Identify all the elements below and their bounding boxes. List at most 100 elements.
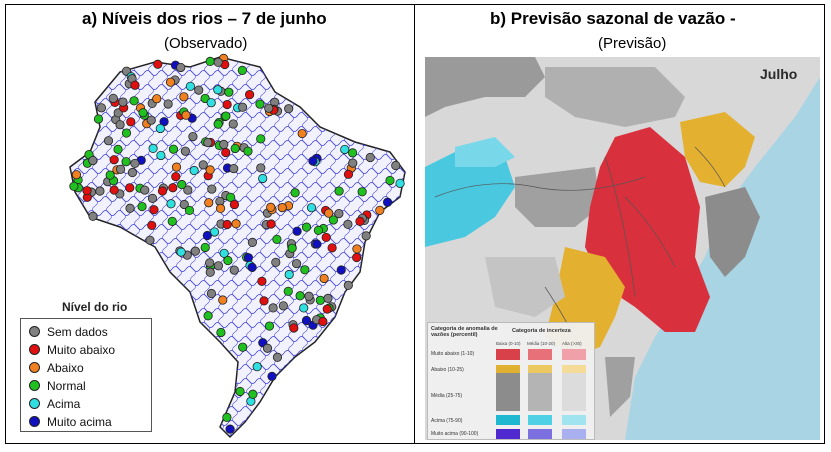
gauge-station-dot: [312, 239, 322, 249]
gauge-station-dot: [203, 311, 213, 321]
gauge-station-dot: [306, 203, 317, 213]
legend-swatch: [29, 344, 40, 355]
gauge-station-dot: [109, 185, 119, 195]
gauge-station-dot: [82, 186, 92, 196]
gauge-station-dot: [266, 202, 276, 212]
month-label: Julho: [760, 66, 798, 82]
gauge-station-dot: [148, 143, 158, 153]
region-above-west: [425, 147, 515, 247]
gauge-station-dot: [357, 187, 367, 197]
gauge-station-dot: [108, 93, 118, 103]
gauge-station-dot: [237, 65, 247, 75]
panel-divider: [414, 4, 415, 444]
gauge-station-dot: [204, 198, 214, 208]
gauge-station-dot: [361, 231, 371, 241]
panel-a-subtitle: (Observado): [164, 35, 248, 52]
gauge-station-dot: [127, 167, 138, 178]
gauge-station-dot: [88, 211, 98, 221]
legend-b: Categoria de anomalia de vazões (percent…: [427, 322, 595, 440]
legend-b-swatch: [528, 429, 552, 439]
gauge-station-dot: [395, 178, 405, 188]
region-grey-east: [705, 187, 760, 277]
region-grey-north: [425, 57, 545, 117]
gauge-station-dot: [155, 123, 165, 134]
gauge-station-dot: [318, 316, 328, 327]
legend-b-swatch: [496, 415, 520, 425]
gauge-station-dot: [202, 230, 212, 241]
legend-b-row-label: Muito acima (90-100): [431, 431, 479, 437]
gauge-station-dot: [283, 286, 293, 296]
legend-b-swatch: [528, 365, 552, 376]
legend-b-swatch: [528, 349, 552, 360]
legend-swatch: [29, 398, 40, 409]
gauge-station-dot: [297, 128, 307, 139]
gauge-station-dot: [259, 296, 269, 306]
gauge-station-dot: [103, 136, 114, 146]
legend-b-swatch: [562, 429, 586, 439]
gauge-station-dot: [176, 247, 186, 257]
legend-swatch: [29, 416, 40, 427]
legend-b-swatch: [496, 373, 520, 411]
gauge-station-dot: [315, 295, 325, 305]
gauge-station-dot: [382, 197, 393, 207]
gauge-station-dot: [225, 424, 235, 434]
gauge-station-dot: [391, 160, 401, 171]
gauge-station-dot: [179, 199, 189, 210]
gauge-station-dot: [231, 219, 241, 229]
legend-swatch: [29, 380, 40, 391]
gauge-station-dot: [385, 175, 395, 186]
gauge-station-dot: [222, 219, 232, 230]
gauge-station-dot: [343, 219, 353, 229]
gauge-station-dot: [147, 193, 158, 203]
legend-b-row-label: Muito abaixo (1-10): [431, 351, 475, 357]
gauge-station-dot: [229, 265, 239, 275]
gauge-station-dot: [157, 186, 168, 196]
gauge-station-dot: [105, 170, 115, 180]
gauge-station-dot: [223, 255, 233, 266]
gauge-station-dot: [258, 173, 268, 184]
gauge-station-dot: [287, 243, 297, 253]
gauge-station-dot: [146, 115, 156, 125]
gauge-station-dot: [267, 371, 277, 381]
gauge-station-dot: [343, 169, 354, 179]
gauge-station-dot: [183, 185, 193, 195]
gauge-station-dot: [224, 87, 234, 97]
gauge-station-dot: [165, 77, 176, 87]
gauge-station-dot: [147, 220, 157, 231]
legend-b-swatch: [528, 415, 552, 425]
gauge-station-dot: [247, 262, 257, 272]
gauge-station-dot: [257, 276, 267, 286]
gauge-station-dot: [334, 186, 344, 196]
gauge-station-dot: [209, 227, 220, 237]
gauge-station-dot: [278, 301, 288, 311]
gauge-station-dot: [355, 216, 365, 226]
gauge-station-dot: [300, 265, 310, 275]
panel-b-title: b) Previsão sazonal de vazão -: [490, 9, 736, 28]
gauge-station-dot: [235, 386, 245, 397]
gauge-station-dot: [264, 321, 275, 331]
gauge-station-dot: [271, 257, 281, 267]
gauge-station-dot: [200, 242, 210, 253]
region-grey-central: [515, 167, 600, 227]
gauge-station-dot: [229, 199, 240, 210]
gauge-station-dot: [272, 234, 282, 244]
legend-label: Acima: [47, 397, 81, 411]
gauge-station-dot: [334, 208, 344, 219]
gauge-station-dot: [129, 96, 139, 106]
gauge-station-dot: [323, 293, 333, 303]
legend-b-swatch: [496, 365, 520, 376]
gauge-station-dot: [190, 246, 200, 256]
legend-swatch: [29, 326, 40, 337]
figure-frame: [5, 4, 825, 444]
gauge-station-dot: [205, 56, 215, 66]
gauge-station-dot: [145, 235, 155, 245]
gauge-station-dot: [203, 137, 213, 148]
gauge-station-dot: [327, 243, 337, 253]
gauge-station-dot: [198, 160, 208, 170]
gauge-station-dot: [152, 94, 162, 104]
gauge-station-dot: [168, 183, 178, 193]
gauge-station-dot: [149, 205, 159, 215]
gauge-station-dot: [218, 295, 228, 305]
gauge-station-dot: [121, 128, 132, 138]
gauge-station-dot: [304, 291, 314, 301]
